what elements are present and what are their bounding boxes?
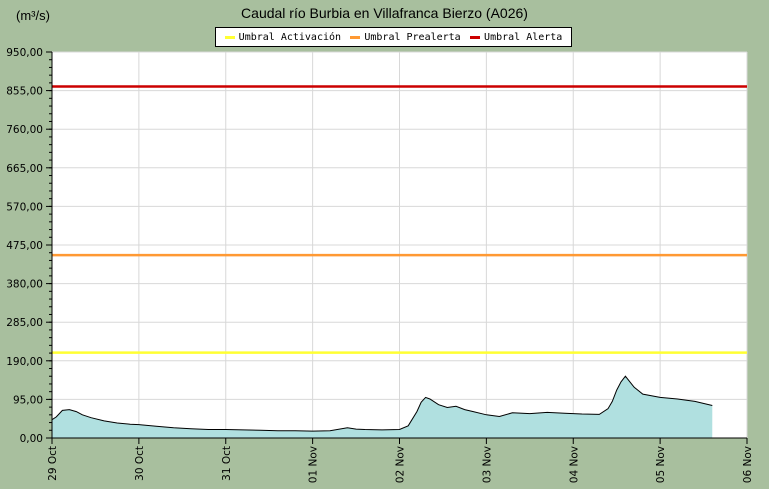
- flow-area-0: [52, 376, 713, 438]
- legend-swatch-prealerta: [350, 35, 361, 39]
- x-tick-label-0: 29 Oct: [47, 446, 59, 481]
- y-tick-label-1: 855,00: [6, 86, 43, 98]
- y-tick-label-3: 665,00: [6, 163, 43, 175]
- flow-line-0: [51, 375, 713, 432]
- y-tick-label-4: 570,00: [6, 201, 43, 213]
- legend: Umbral Activación Umbral Prealerta Umbra…: [215, 27, 572, 47]
- y-tick-label-0: 950,00: [6, 47, 43, 59]
- legend-swatch-activacion: [224, 35, 235, 39]
- y-tick-label-10: 0,00: [20, 433, 43, 445]
- y-tick-label-7: 285,00: [6, 317, 43, 329]
- x-tick-label-4: 02 Nov: [395, 446, 407, 483]
- legend-label-alerta: Umbral Alerta: [484, 31, 563, 43]
- x-tick-label-6: 04 Nov: [568, 446, 580, 483]
- y-tick-label-5: 475,00: [6, 240, 43, 252]
- legend-label-activacion: Umbral Activación: [238, 31, 342, 43]
- x-tick-label-2: 31 Oct: [221, 446, 233, 481]
- legend-item-alerta: Umbral Alerta: [470, 32, 562, 43]
- legend-item-prealerta: Umbral Prealerta: [350, 31, 461, 43]
- y-tick-label-8: 190,00: [6, 356, 43, 368]
- x-tick-label-5: 03 Nov: [481, 446, 493, 483]
- legend-item-activacion: Umbral Activación: [224, 31, 342, 43]
- y-axis-unit: (m³/s): [16, 8, 50, 23]
- legend-label-prealerta: Umbral Prealerta: [364, 31, 461, 43]
- x-tick-label-8: 06 Nov: [742, 446, 754, 483]
- x-tick-label-3: 01 Nov: [308, 446, 320, 483]
- legend-swatch-alerta: [470, 35, 481, 39]
- x-tick-label-1: 30 Oct: [134, 446, 146, 481]
- y-tick-label-9: 95,00: [13, 394, 43, 406]
- chart-title: Caudal río Burbia en Villafranca Bierzo …: [241, 5, 528, 21]
- x-tick-label-7: 05 Nov: [655, 446, 667, 483]
- y-tick-label-2: 760,00: [6, 124, 43, 136]
- y-tick-label-6: 380,00: [6, 279, 43, 291]
